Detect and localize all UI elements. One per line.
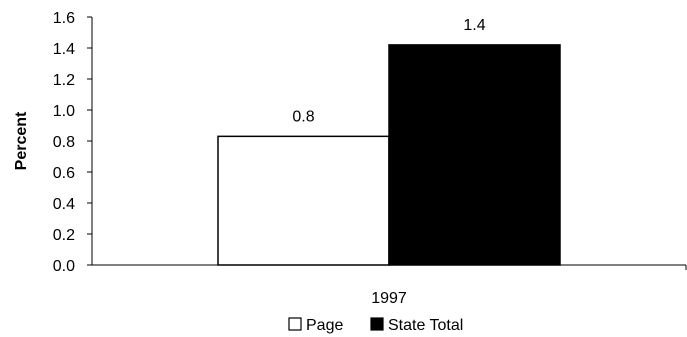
y-tick-label: 0.8 (53, 134, 75, 151)
y-axis: 0.0 0.2 0.4 0.6 0.8 1.0 1.2 1.4 1.6 (53, 10, 93, 275)
y-tick-label: 1.2 (53, 72, 75, 89)
y-tick-label: 0.0 (53, 258, 75, 275)
bar-page (217, 135, 390, 266)
legend-label: State Total (388, 317, 463, 334)
y-axis-title: Percent (13, 111, 30, 170)
y-tick-label: 1.0 (53, 103, 75, 120)
x-axis: 1997 (92, 264, 687, 307)
y-tick-label: 0.2 (53, 227, 75, 244)
legend-label: Page (306, 317, 343, 334)
y-tick-label: 0.4 (53, 196, 75, 213)
legend: Page State Total (288, 317, 463, 334)
legend-swatch-page (288, 317, 302, 331)
data-labels: 0.8 1.4 (292, 17, 485, 125)
x-category-label: 1997 (371, 290, 407, 307)
y-tick-label: 1.4 (53, 41, 75, 58)
y-tick-label: 1.6 (53, 10, 75, 27)
y-tick-label: 0.6 (53, 165, 75, 182)
bar-state-total (388, 44, 561, 266)
data-label: 1.4 (463, 17, 485, 34)
bars (217, 44, 561, 266)
data-label: 0.8 (292, 108, 314, 125)
legend-swatch-state-total (370, 317, 384, 331)
